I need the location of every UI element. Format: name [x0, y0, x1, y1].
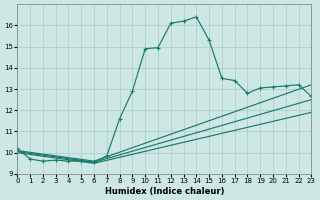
- X-axis label: Humidex (Indice chaleur): Humidex (Indice chaleur): [105, 187, 224, 196]
